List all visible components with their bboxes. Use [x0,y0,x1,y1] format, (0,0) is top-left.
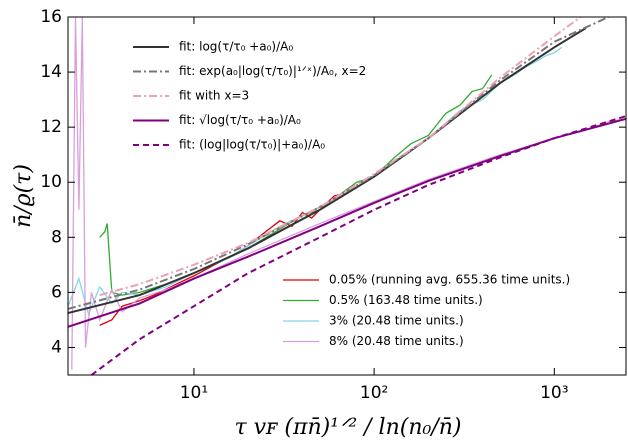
legend-label: 8% (20.48 time units.) [329,334,464,348]
series-line [68,27,587,314]
plot-area [68,17,626,375]
axes-frame [67,16,627,376]
y-tick-label: 10 [40,172,62,192]
x-tick-label: 10² [360,383,388,403]
y-tick-label: 14 [40,62,62,82]
y-tick-label: 6 [51,282,62,302]
y-axis-label: n̄/ϱ(τ) [11,164,36,228]
series-line [90,115,626,375]
y-tick-label: 12 [40,117,62,137]
legend-label: fit: (log|log(τ/τ₀)|+a₀)/A₀ [179,138,325,152]
legend-label: 0.05% (running avg. 655.36 time units.) [329,273,570,287]
legend-label: fit: √log(τ/τ₀ +a₀)/A₀ [179,113,301,127]
legend-label: fit: exp(a₀|log(τ/τ₀)|¹ᐟˣ)/A₀, x=2 [179,64,366,78]
series-line [99,17,582,297]
legend-label: 3% (20.48 time units.) [329,314,464,328]
x-tick-label: 10¹ [180,383,208,403]
y-tick-label: 4 [51,337,62,357]
series-line [68,17,609,310]
legend-label: fit with x=3 [179,89,249,103]
x-tick-label: 10³ [540,383,568,403]
x-axis-label: τ vꜰ (πn̄)¹ᐟ² / ln(n₀/n̄) [235,415,462,440]
legend-label: fit: log(τ/τ₀ +a₀)/A₀ [179,40,293,54]
legend-label: 0.5% (163.48 time units.) [329,293,483,307]
y-tick-label: 16 [40,7,62,27]
y-tick-label: 8 [51,227,62,247]
series-line [99,74,493,296]
